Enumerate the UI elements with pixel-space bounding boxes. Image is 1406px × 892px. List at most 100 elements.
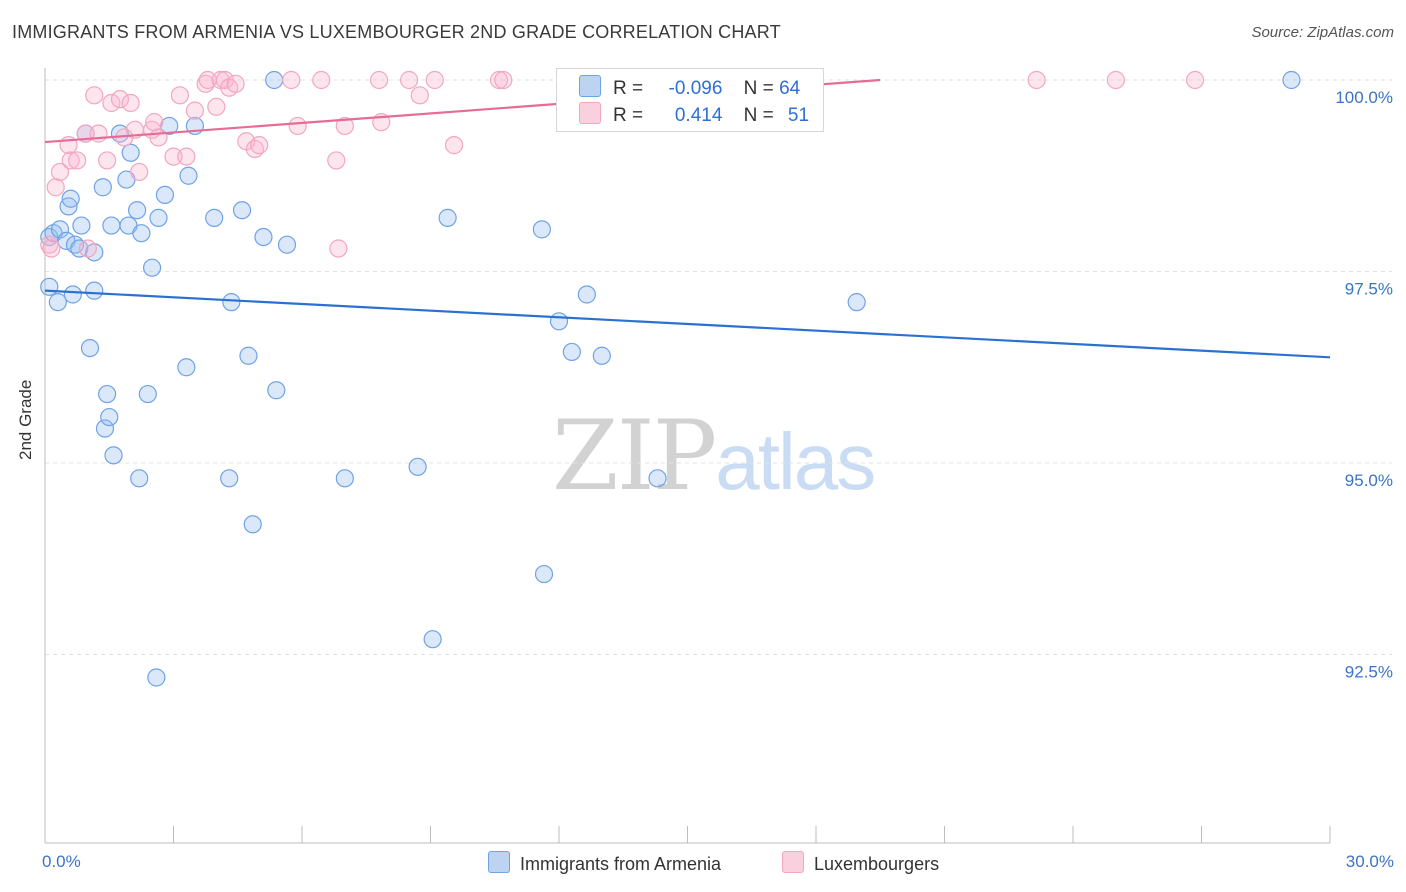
luxembourger-point bbox=[1027, 70, 1046, 90]
luxembourger-point bbox=[1106, 70, 1125, 90]
luxembourger-point bbox=[250, 136, 269, 155]
legend-r-label: R = bbox=[613, 105, 644, 126]
x-tick-label-min: 0.0% bbox=[42, 852, 81, 871]
legend-row-luxembourgers: R = 0.414 N = 51 bbox=[579, 102, 809, 128]
luxembourger-point bbox=[288, 116, 307, 136]
luxembourger-point bbox=[1185, 70, 1205, 90]
luxembourger-point bbox=[130, 162, 149, 182]
armenia-point bbox=[254, 227, 273, 247]
legend-r-label: R = bbox=[613, 78, 644, 99]
luxembourger-point bbox=[85, 86, 104, 105]
armenia-point bbox=[85, 281, 104, 300]
armenia-point bbox=[132, 224, 151, 243]
armenia-point bbox=[562, 342, 581, 362]
luxembourger-point bbox=[207, 97, 226, 116]
armenia-point bbox=[72, 216, 91, 235]
watermark-atlas: atlas bbox=[715, 417, 876, 506]
armenia-point bbox=[592, 346, 611, 365]
zipatlas-watermark: ZIPatlas bbox=[552, 400, 876, 512]
series-legend: Immigrants from Armenia Luxembourgers bbox=[0, 851, 1406, 879]
correlation-legend: R = -0.096 N = 64 R = 0.414 N = 51 bbox=[556, 68, 824, 132]
armenia-point bbox=[408, 457, 427, 476]
y-tick-label: 95.0% bbox=[1345, 471, 1393, 490]
luxembourger-point bbox=[399, 70, 419, 90]
luxembourger-point bbox=[282, 70, 301, 90]
armenia-point bbox=[95, 419, 115, 438]
armenia-point bbox=[847, 293, 866, 312]
armenia-point bbox=[648, 469, 667, 488]
armenia-point bbox=[142, 258, 162, 277]
armenia-point bbox=[549, 312, 569, 331]
legend-n-label: N = bbox=[743, 105, 774, 126]
chart-title: IMMIGRANTS FROM ARMENIA VS LUXEMBOURGER … bbox=[12, 22, 781, 42]
y-tick-label: 100.0% bbox=[1335, 88, 1393, 107]
armenia-point bbox=[267, 381, 286, 400]
armenia-point bbox=[104, 446, 123, 465]
armenia-point bbox=[127, 201, 147, 220]
luxembourger-point bbox=[50, 162, 70, 182]
luxembourger-point bbox=[42, 239, 61, 258]
x-tick-label-max: 30.0% bbox=[1345, 852, 1394, 871]
legend-row-armenia: R = -0.096 N = 64 bbox=[579, 75, 800, 101]
luxembourger-point bbox=[164, 147, 183, 166]
armenia-point bbox=[63, 285, 82, 304]
luxembourger-point bbox=[68, 151, 87, 170]
legend-n-value: 51 bbox=[787, 105, 810, 126]
armenia-point bbox=[438, 208, 457, 227]
armenia-point bbox=[93, 178, 112, 197]
armenia-point bbox=[534, 564, 554, 584]
armenia-point bbox=[149, 208, 168, 227]
legend-n-value: 64 bbox=[779, 78, 801, 99]
y-tick-label: 97.5% bbox=[1345, 280, 1393, 299]
armenia-point bbox=[160, 116, 179, 136]
armenia-point bbox=[98, 384, 117, 404]
luxembourger-point bbox=[489, 70, 509, 90]
armenia-point bbox=[130, 469, 149, 488]
legend-label-luxembourgers: Luxembourgers bbox=[814, 854, 940, 874]
luxembourger-point bbox=[98, 151, 117, 170]
armenia-point bbox=[232, 201, 252, 220]
luxembourger-point bbox=[61, 151, 80, 170]
armenia-point bbox=[138, 384, 157, 404]
legend-item-armenia[interactable]: Immigrants from Armenia bbox=[488, 851, 721, 875]
source-label: Source: ZipAtlas.com bbox=[1251, 24, 1394, 41]
armenia-point bbox=[48, 293, 67, 312]
armenia-point bbox=[243, 515, 262, 534]
armenia-point bbox=[532, 220, 551, 239]
armenia-point bbox=[102, 216, 121, 235]
luxembourger-point bbox=[185, 101, 205, 120]
luxembourger-point bbox=[425, 70, 444, 90]
legend-swatch-luxembourgers bbox=[579, 102, 601, 124]
luxembourger-point bbox=[444, 136, 464, 155]
luxembourger-point bbox=[78, 239, 97, 258]
legend-swatch-armenia bbox=[488, 851, 510, 873]
luxembourger-point bbox=[410, 86, 429, 105]
armenia-point bbox=[100, 407, 119, 427]
armenia-point bbox=[265, 70, 284, 90]
armenia-point bbox=[147, 668, 166, 687]
armenia-point bbox=[423, 630, 442, 649]
armenia-point bbox=[80, 339, 100, 358]
luxembourger-point bbox=[110, 90, 130, 109]
armenia-point bbox=[577, 285, 596, 304]
armenia-point bbox=[40, 277, 59, 296]
luxembourger-point bbox=[102, 93, 121, 113]
armenia-point bbox=[222, 293, 241, 312]
luxembourger-point bbox=[226, 74, 245, 93]
luxembourger-point bbox=[121, 93, 140, 113]
armenia-point bbox=[335, 469, 354, 488]
luxembourger-point bbox=[145, 113, 164, 132]
legend-label-armenia: Immigrants from Armenia bbox=[520, 854, 722, 874]
luxembourger-point bbox=[335, 116, 354, 136]
luxembourger-point bbox=[494, 70, 513, 90]
legend-r-value: -0.096 bbox=[668, 78, 723, 99]
armenia-point bbox=[177, 358, 196, 377]
armenia-point bbox=[155, 185, 175, 204]
luxembourger-point bbox=[370, 70, 389, 90]
luxembourger-point bbox=[177, 147, 196, 166]
legend-item-luxembourgers[interactable]: Luxembourgers bbox=[782, 851, 939, 875]
legend-n-label: N = bbox=[743, 78, 774, 99]
armenia-point bbox=[61, 189, 80, 208]
armenia-point bbox=[220, 469, 239, 488]
